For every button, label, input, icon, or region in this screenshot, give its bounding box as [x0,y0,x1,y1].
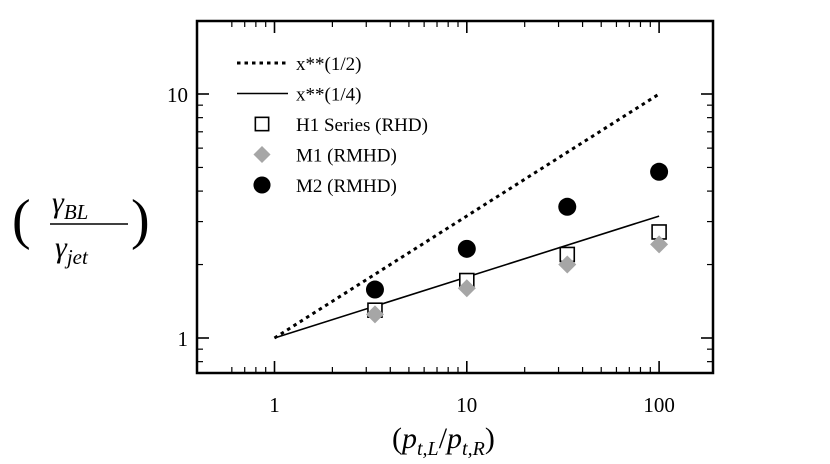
x-tick-label: 10 [456,393,477,417]
legend-label: x**(1/2) [296,54,361,75]
y-label-denominator: γjet [55,231,89,269]
y-label-den-sub: jet [64,245,89,269]
data-point-series-4 [558,197,577,216]
y-label-num-base: γ [52,186,65,219]
data-point-series-3 [365,305,384,324]
x-label-base-2: p [445,422,462,455]
data-point-series-4 [365,280,384,299]
y-label-close-paren: ) [131,189,150,251]
y-tick-label: 10 [167,83,188,107]
x-label-close: ) [485,422,495,455]
plot-frame [195,19,715,375]
data-point-series-3 [650,235,669,254]
y-label-numerator: γBL [52,186,88,224]
series-layer [273,92,669,340]
y-tick-label: 1 [178,327,189,351]
data-point-series-3 [457,279,476,298]
legend-label: M2 (RMHD) [296,176,397,197]
x-label-sub-1: t,L [417,438,439,460]
x-label-slash: / [439,422,448,455]
legend-swatch [253,176,271,194]
legend-swatch [254,116,270,132]
y-label-open-paren: ( [12,189,31,251]
data-point-series-3 [558,255,577,274]
legend-label: H1 Series (RHD) [296,115,428,136]
legend-label: x**(1/4) [296,85,361,106]
series-line-0 [273,92,660,340]
ticks-layer: 1 10 100 1 10 [167,21,713,417]
legend-swatch [253,145,271,164]
x-tick-label: 1 [269,393,280,417]
x-tick-label: 100 [643,393,675,417]
y-label-num-sub: BL [64,200,89,224]
legend: x**(1/2) x**(1/4) H1 Series (RHD) M1 (RMHD)… [237,54,428,197]
y-label-den-base: γ [55,231,68,264]
data-point-series-4 [650,162,669,181]
x-label-open: ( [392,422,402,455]
x-label-base-1: p [400,422,417,455]
x-label-sub-2: t,R [462,438,485,460]
x-axis-label: (pt,L/pt,R) [392,422,495,460]
data-point-series-4 [457,239,476,258]
legend-label: M1 (RMHD) [296,146,397,167]
y-axis-label: ( γBL γjet ) [12,186,150,269]
